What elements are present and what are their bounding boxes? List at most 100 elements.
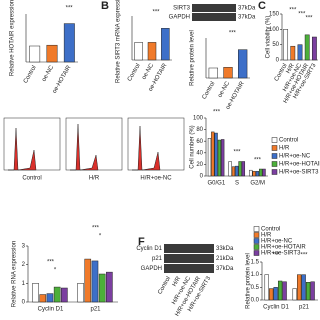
band-size: 37kDa: [238, 6, 256, 12]
flow-histograms: [3, 117, 185, 171]
significance: *: [54, 268, 57, 274]
bar: [238, 49, 248, 79]
legend-swatch: [271, 137, 278, 143]
bar: [46, 44, 58, 63]
bar: [292, 288, 297, 301]
lane-label: Control: [157, 276, 172, 296]
x-tick-label: oe-NC: [41, 64, 55, 83]
legend-swatch: [253, 244, 260, 250]
y-tick-label: 100: [269, 27, 280, 33]
significance: ***: [233, 150, 241, 156]
significance: ***: [254, 158, 262, 164]
y-axis-label: Cell number (%): [190, 125, 196, 168]
panel-label: F: [138, 236, 145, 248]
y-tick-label: 150: [269, 12, 280, 18]
bar: [238, 161, 242, 177]
bar: [161, 28, 170, 61]
legend-label: H/R+oe-HOTAIR: [279, 162, 320, 168]
bar: [223, 67, 233, 79]
bar: [297, 44, 303, 61]
flow-label: Control: [22, 176, 41, 182]
bar: [98, 273, 106, 303]
y-tick-label: 80: [196, 127, 203, 133]
bar: [208, 67, 218, 79]
bar: [301, 274, 306, 301]
bar: [32, 283, 39, 303]
x-tick-label: G0/G1: [207, 181, 225, 187]
y-tick-label: 0: [276, 58, 280, 64]
band-size: 37kDa: [216, 266, 234, 272]
bar: [282, 281, 287, 301]
bar: [304, 34, 310, 61]
y-tick-label: 1.5: [251, 260, 260, 266]
y-tick-label: 60: [196, 139, 203, 145]
band-size: 37kDa: [238, 15, 256, 21]
bar: [264, 274, 269, 301]
bar: [297, 274, 302, 301]
legend-swatch: [253, 232, 260, 238]
x-tick-label: Control: [23, 65, 38, 85]
legend-label: H/R+oe-SIRT3: [261, 251, 301, 257]
legend-swatch: [253, 226, 260, 232]
panel-label: C: [258, 0, 266, 12]
y-tick-label: 0.5: [251, 285, 260, 291]
bar: [77, 283, 84, 303]
y-tick-label: 0: [200, 174, 204, 180]
bar: [91, 260, 99, 303]
significance: ***: [272, 253, 280, 259]
bar: [221, 139, 225, 177]
bar: [46, 293, 54, 303]
bar: [207, 138, 212, 177]
band-name: GAPDH: [141, 266, 162, 272]
blot-band: [164, 244, 214, 253]
x-tick-label: Cyclin D1: [263, 305, 289, 311]
legend-label: H/R+oe-HOTAIR: [261, 245, 306, 251]
x-tick-label: oe-NC: [141, 62, 155, 81]
legend-label: H/R: [261, 233, 272, 239]
legend-label: H/R+oe-NC: [279, 154, 311, 160]
x-tick-label: p21: [90, 307, 101, 313]
bar: [241, 161, 246, 177]
bar: [106, 271, 113, 303]
bar: [269, 288, 274, 301]
bar: [211, 131, 215, 177]
y-axis-label: Relative HOTAIR expression: [10, 0, 16, 76]
band-name: p21: [152, 256, 163, 262]
y-axis-label: Relative RNA expression: [12, 241, 18, 307]
y-tick-label: 1.0: [251, 272, 260, 278]
y-tick-label: 40: [196, 150, 203, 156]
lane-label: H/R: [172, 275, 183, 288]
bar: [283, 29, 289, 61]
bar: [147, 42, 157, 61]
x-tick-label: p21: [299, 305, 310, 311]
significance: ***: [289, 8, 297, 14]
blot-band: [164, 264, 214, 273]
bar: [29, 45, 41, 63]
bar: [134, 42, 143, 61]
legend-swatch: [253, 238, 260, 244]
x-tick-label: H/R: [286, 62, 297, 75]
flow-label: H/R+oe-NC: [140, 176, 172, 182]
legend-swatch: [271, 161, 278, 167]
blot-band: [164, 254, 214, 263]
band-size: 33kDa: [216, 246, 234, 252]
y-tick-label: 1: [22, 281, 26, 287]
legend-label: Control: [261, 227, 280, 233]
y-tick-label: 0: [22, 300, 26, 306]
flow-label: H/R: [89, 176, 100, 182]
bar: [231, 166, 236, 177]
bar: [53, 286, 61, 303]
x-tick-label: Control: [202, 81, 217, 101]
bar: [217, 139, 222, 177]
significance: ***: [66, 6, 74, 12]
legend-label: H/R+oe-NC: [261, 239, 293, 245]
significance: ***: [92, 226, 100, 232]
band-name: GAPDH: [169, 15, 190, 21]
x-tick-label: S: [235, 181, 239, 187]
bar: [277, 280, 283, 301]
significance: *: [99, 234, 102, 240]
bar: [259, 168, 263, 177]
y-axis-label: Relative protein level: [246, 253, 252, 309]
legend-swatch: [271, 169, 278, 175]
bar: [290, 45, 296, 61]
